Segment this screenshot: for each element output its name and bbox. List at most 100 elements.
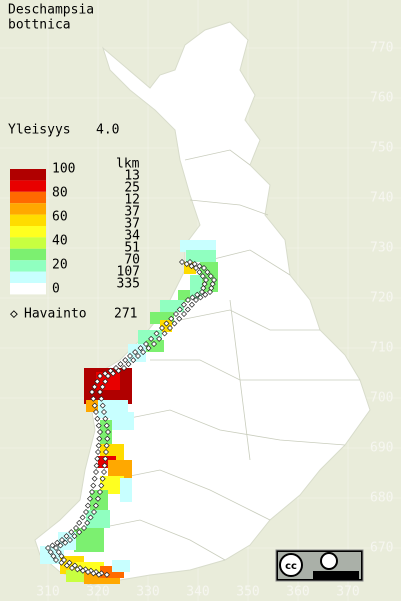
cell	[110, 400, 116, 406]
cell	[98, 400, 104, 406]
cell	[178, 290, 184, 296]
x-tick-label: 310	[36, 585, 59, 600]
cell	[60, 568, 66, 574]
cell	[122, 406, 128, 412]
observation-mark	[117, 361, 124, 368]
cell	[124, 560, 130, 566]
cell	[92, 540, 98, 546]
cell	[40, 552, 46, 558]
legend-swatch	[10, 214, 46, 226]
observation-mark	[69, 565, 75, 571]
legend-swatch	[10, 191, 46, 204]
cell	[90, 502, 96, 508]
observation-mark	[189, 294, 196, 301]
observation-mark	[94, 455, 101, 462]
cell	[120, 368, 126, 374]
cell	[140, 356, 146, 362]
cell	[66, 576, 72, 582]
cell	[114, 384, 120, 390]
observation-mark	[101, 462, 108, 469]
cell	[90, 368, 96, 374]
cell	[90, 578, 96, 584]
cell	[134, 356, 140, 362]
legend-count: 13	[124, 169, 140, 184]
legend-swatch	[10, 260, 46, 272]
cell	[140, 344, 146, 350]
observation-mark	[74, 566, 81, 573]
cell	[102, 496, 108, 502]
observation-mark	[95, 422, 102, 429]
cell	[104, 516, 110, 522]
cell	[190, 268, 196, 274]
cell	[98, 546, 104, 552]
title-line: bottnica	[8, 18, 71, 33]
cell	[192, 240, 198, 246]
cell	[156, 318, 162, 324]
cell	[98, 562, 104, 568]
cell	[166, 320, 172, 326]
y-tick-label: 710	[370, 341, 393, 356]
cell	[200, 262, 206, 268]
cell	[110, 424, 116, 430]
index-value: 4.0	[96, 123, 119, 138]
cell	[180, 240, 186, 246]
cell	[120, 386, 126, 392]
cell	[184, 290, 190, 296]
cell	[104, 522, 110, 528]
cell	[40, 546, 46, 552]
observation-mark	[71, 533, 78, 540]
cell	[118, 444, 124, 450]
cell	[86, 510, 92, 516]
observation-mark	[181, 311, 187, 317]
cell	[92, 562, 98, 568]
cell	[186, 250, 192, 256]
observation-mark	[125, 361, 132, 368]
cell	[102, 578, 108, 584]
cell	[92, 516, 98, 522]
cell	[90, 386, 96, 392]
observation-mark	[197, 294, 204, 301]
cell	[84, 392, 90, 398]
legend-label: 20	[52, 258, 68, 273]
cell	[106, 444, 112, 450]
cell	[100, 432, 106, 438]
cell	[162, 312, 168, 318]
observation-mark	[103, 571, 110, 578]
observation-mark	[199, 289, 205, 295]
legend-label: 80	[52, 186, 68, 201]
observation-mark	[102, 415, 109, 422]
cell	[138, 330, 144, 336]
cell	[116, 412, 122, 418]
cell	[108, 578, 114, 584]
cell	[74, 546, 80, 552]
observation-mark	[96, 435, 103, 442]
y-tick-label: 700	[370, 391, 393, 406]
cell	[98, 412, 104, 418]
cell	[100, 438, 106, 444]
observation-mark	[95, 571, 102, 578]
cell	[152, 346, 158, 352]
observation-mark	[84, 519, 91, 526]
cell	[190, 275, 196, 281]
observation-mark	[196, 269, 203, 276]
cell	[70, 538, 76, 544]
cell	[74, 534, 80, 540]
cell	[114, 578, 120, 584]
observation-mark	[115, 367, 122, 374]
cell	[112, 482, 118, 488]
observation-mark	[161, 330, 168, 337]
cell	[108, 378, 114, 384]
cell	[98, 534, 104, 540]
observation-mark	[95, 449, 101, 455]
observation-mark	[201, 265, 207, 271]
cell	[40, 558, 46, 564]
observation-mark	[90, 395, 97, 402]
cell	[108, 460, 114, 466]
observation-mark	[184, 306, 191, 313]
cell	[80, 534, 86, 540]
cell	[100, 426, 106, 432]
svg-text:cc: cc	[285, 561, 297, 572]
cell	[118, 560, 124, 566]
